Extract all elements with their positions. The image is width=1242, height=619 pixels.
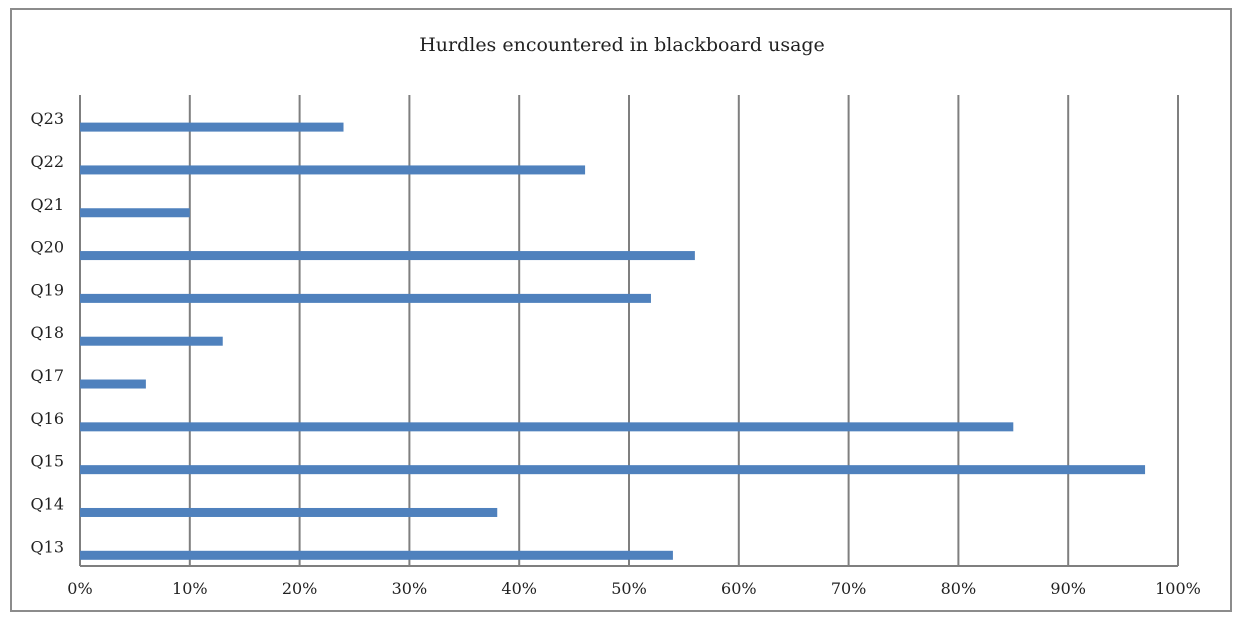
bar-q22 [80,165,586,175]
bar-q19 [80,293,651,303]
x-tick-label: 40% [501,579,537,598]
x-tick-label: 10% [172,579,208,598]
y-tick-label: Q20 [31,238,64,257]
y-tick-label: Q22 [31,152,64,171]
x-tick-label: 90% [1050,579,1086,598]
x-axis-labels: 0% 10% 20% 30% 40% 50% 60% 70% 80% 90% 100% [67,579,1201,598]
y-tick-label: Q17 [31,366,64,385]
chart-title: Hurdles encountered in blackboard usage [419,34,825,56]
y-tick-label: Q13 [31,537,64,556]
x-tick-label: 70% [831,579,867,598]
y-tick-label: Q15 [31,452,64,471]
bar-q13 [80,550,673,560]
x-tick-label: 60% [721,579,757,598]
bar-q15 [80,465,1146,475]
x-tick-label: 30% [392,579,428,598]
bar-q14 [80,507,498,517]
bar-q23 [80,122,344,132]
x-tick-label: 20% [282,579,318,598]
x-tick-label: 80% [941,579,977,598]
y-tick-label: Q19 [31,280,64,299]
x-tick-label: 50% [611,579,647,598]
bar-q17 [80,379,146,389]
y-axis-labels: Q23 Q22 Q21 Q20 Q19 Q18 Q17 Q16 Q15 Q14 Q13 [31,109,64,556]
y-tick-label: Q14 [31,494,64,513]
bars [80,122,1146,560]
x-tick-label: 0% [67,579,92,598]
y-tick-label: Q23 [31,109,64,128]
bar-q20 [80,251,695,261]
y-tick-label: Q18 [31,323,64,342]
y-tick-label: Q16 [31,409,64,428]
y-tick-label: Q21 [31,195,64,214]
x-tick-label: 100% [1155,579,1201,598]
bar-q16 [80,422,1014,432]
bar-q21 [80,208,190,218]
bar-q18 [80,336,223,346]
